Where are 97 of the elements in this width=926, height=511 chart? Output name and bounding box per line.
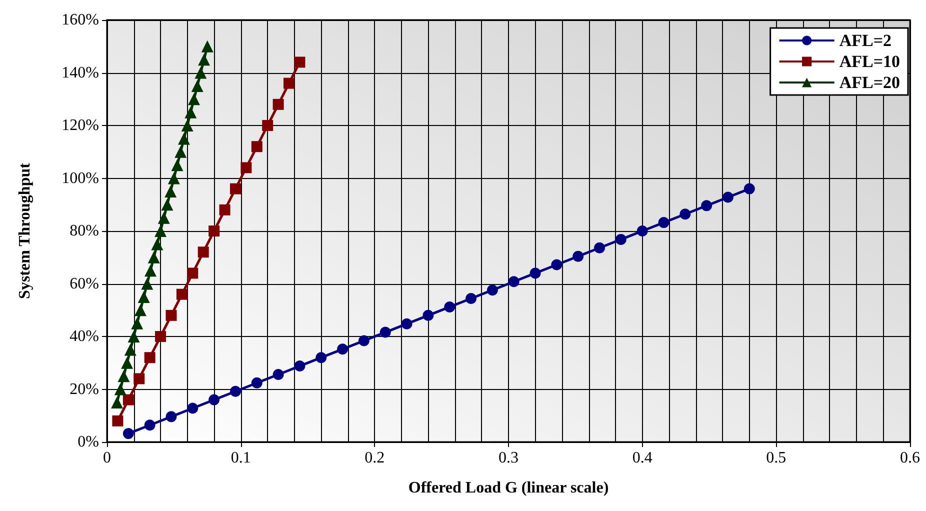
x-tick-label: 0.1	[230, 450, 251, 466]
point	[155, 331, 166, 342]
point	[744, 183, 755, 194]
point	[466, 293, 477, 304]
point	[124, 344, 136, 356]
point	[272, 98, 284, 110]
point	[141, 278, 154, 290]
point	[138, 290, 150, 303]
point	[208, 394, 220, 406]
point	[118, 370, 130, 382]
point	[240, 162, 252, 174]
y-tick-label: 20%	[70, 380, 99, 398]
point	[151, 238, 164, 250]
point	[148, 251, 160, 264]
point	[122, 394, 134, 406]
point	[658, 217, 670, 228]
point	[168, 172, 180, 184]
point	[230, 183, 241, 194]
point	[166, 310, 177, 321]
y-tick-label: 40%	[70, 328, 99, 345]
point	[166, 411, 177, 422]
point	[171, 159, 184, 172]
y-tick-label: 160%	[62, 12, 99, 28]
point	[251, 377, 262, 388]
point	[572, 250, 584, 262]
point	[358, 335, 370, 346]
point	[198, 246, 209, 258]
x-tick-label: 0.4	[632, 450, 652, 466]
point	[174, 146, 187, 158]
y-tick-label: 120%	[62, 117, 99, 134]
point	[181, 120, 194, 132]
point	[201, 40, 214, 52]
point	[122, 428, 134, 440]
point	[422, 310, 434, 321]
point	[551, 259, 562, 270]
point	[114, 383, 126, 396]
point	[184, 106, 197, 118]
y-tick-label: 0%	[78, 434, 99, 450]
point	[121, 356, 134, 369]
point	[144, 352, 156, 364]
point	[486, 284, 498, 296]
point	[194, 66, 207, 79]
point	[508, 276, 520, 288]
point	[636, 226, 648, 236]
point	[594, 242, 606, 254]
point	[401, 318, 412, 330]
point	[615, 234, 626, 245]
point	[251, 141, 262, 152]
point	[111, 396, 124, 408]
point	[187, 268, 198, 279]
point	[272, 368, 284, 380]
point	[176, 288, 188, 300]
point	[134, 373, 145, 384]
x-tick-label: 0.3	[498, 450, 518, 466]
point	[337, 344, 348, 355]
y-tick-label: 80%	[70, 222, 99, 240]
point	[316, 352, 327, 364]
y-tick-label: 140%	[62, 64, 99, 82]
point	[188, 93, 200, 106]
point	[144, 420, 156, 431]
point	[131, 317, 144, 330]
point	[284, 78, 295, 89]
x-tick-label: 0	[103, 450, 111, 466]
y-tick-label: 100%	[62, 170, 99, 187]
point	[680, 208, 691, 220]
x-axis-title: Offered Load G (linear scale)	[408, 480, 609, 496]
point	[230, 386, 241, 397]
y-axis-title: System Throughput	[16, 162, 34, 299]
point	[219, 204, 230, 216]
point	[134, 304, 146, 316]
point	[191, 80, 204, 92]
point	[444, 301, 456, 312]
point	[161, 198, 174, 211]
point	[294, 56, 306, 68]
point	[701, 200, 712, 212]
x-tick-label: 0.5	[766, 450, 786, 466]
point	[128, 330, 140, 342]
point	[112, 415, 124, 426]
legend-label: AFL=20	[839, 73, 900, 92]
x-tick-label: 0.6	[900, 450, 920, 466]
y-tick-label: 60%	[70, 275, 99, 292]
point	[187, 402, 198, 414]
legend-label: AFL=10	[839, 52, 900, 71]
point	[164, 185, 177, 198]
point	[294, 360, 306, 372]
legend-label: AFL=2	[839, 31, 892, 50]
point	[380, 326, 391, 338]
point	[530, 268, 541, 279]
x-tick-label: 0.2	[364, 450, 385, 466]
point	[208, 226, 220, 236]
point	[158, 212, 170, 224]
point	[198, 54, 210, 66]
point	[144, 264, 156, 277]
point	[722, 192, 734, 203]
point	[154, 225, 167, 237]
point	[178, 132, 190, 145]
point	[262, 120, 274, 131]
